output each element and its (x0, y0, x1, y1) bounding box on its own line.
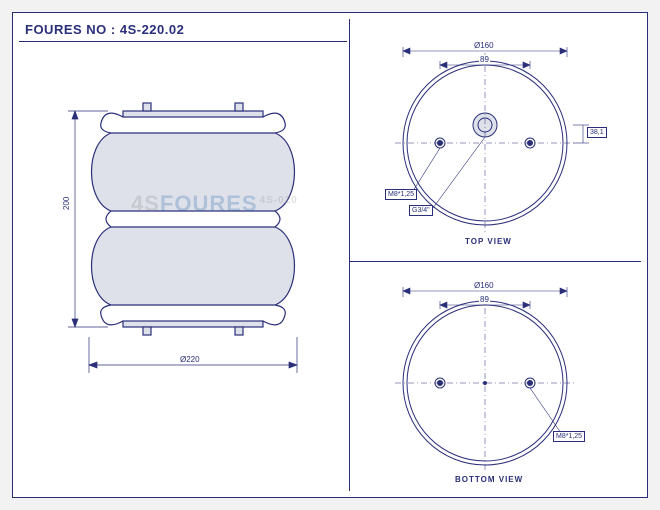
bottom-outer-dia: Ø160 (473, 281, 495, 290)
bottom-view (13, 13, 649, 499)
bottom-thread: M8*1,25 (553, 431, 585, 442)
bottom-view-label: BOTTOM VIEW (455, 475, 523, 484)
drawing-sheet: FOURES NO : 4S-220.02 (12, 12, 648, 498)
bottom-hole-spacing: 89 (479, 295, 490, 304)
